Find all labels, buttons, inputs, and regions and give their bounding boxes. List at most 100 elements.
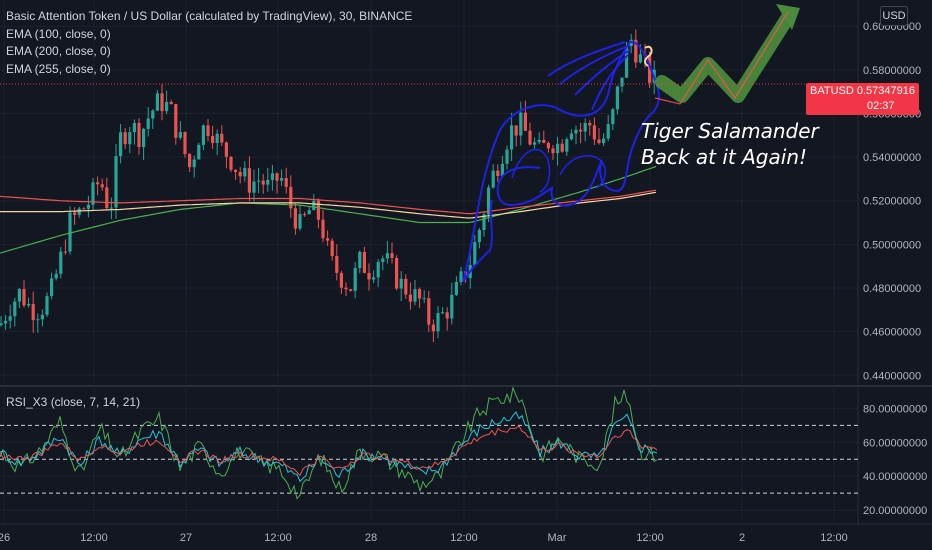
- candle-body-57: [261, 180, 265, 185]
- candle-body-55: [252, 181, 256, 193]
- candle-body-38: [174, 104, 178, 138]
- candle-body-30: [137, 122, 141, 148]
- candle-body-24: [109, 207, 113, 209]
- candle-body-67: [307, 210, 311, 215]
- candle-body-104: [477, 229, 481, 243]
- candle-body-126: [579, 129, 583, 132]
- candle-body-98: [450, 294, 454, 319]
- candle-body-9: [40, 314, 44, 320]
- candle-body-21: [96, 182, 100, 185]
- candle-body-41: [188, 153, 192, 168]
- last-price-tag: BATUSD 0.57347916 02:37: [806, 83, 919, 115]
- candle-body-18: [82, 208, 86, 210]
- candle-body-134: [615, 86, 619, 110]
- candle-body-122: [560, 143, 564, 152]
- indicator-ema-200[interactable]: EMA (200, close, 0): [6, 44, 111, 58]
- candle-body-93: [427, 298, 431, 325]
- candle-body-71: [326, 238, 330, 241]
- rsi-tick-1: 60.00000000: [863, 437, 927, 449]
- annotation-line-2: Back at it Again!: [641, 145, 808, 169]
- candle-body-76: [349, 289, 353, 291]
- candle-body-26: [119, 132, 123, 157]
- indicator-ema-100[interactable]: EMA (100, close, 0): [6, 26, 111, 41]
- user-drawings: [462, 4, 800, 283]
- candle-body-139: [638, 54, 642, 63]
- candle-body-20: [91, 182, 95, 205]
- drawing-salamander-crest: [547, 41, 631, 111]
- rsi-line-1: [0, 386, 658, 500]
- candle-body-59: [270, 173, 274, 180]
- candle-body-121: [556, 143, 560, 154]
- candle-body-94: [431, 324, 435, 332]
- candle-body-110: [505, 149, 509, 164]
- candle-body-70: [321, 219, 325, 239]
- candle-body-117: [537, 139, 541, 143]
- candle-body-7: [31, 303, 35, 321]
- rsi-series: [0, 386, 858, 500]
- candle-body-95: [436, 313, 440, 332]
- candle-body-65: [298, 214, 302, 229]
- chart-title[interactable]: Basic Attention Token / US Dollar (calcu…: [6, 9, 413, 23]
- candle-body-80: [367, 272, 371, 280]
- candle-body-130: [597, 139, 601, 144]
- candle-body-10: [45, 296, 49, 315]
- time-tick-3: 12:00: [264, 532, 292, 544]
- candle-body-2: [8, 316, 12, 321]
- price-tick-5: 0.50000000: [863, 239, 921, 251]
- rsi-legend[interactable]: RSI_X3 (close, 7, 14, 21): [6, 395, 141, 409]
- candle-body-105: [482, 214, 486, 230]
- candle-body-138: [634, 39, 638, 63]
- candle-body-27: [123, 132, 127, 145]
- candle-body-112: [514, 125, 518, 136]
- candle-body-40: [183, 132, 187, 154]
- price-tick-3: 0.54000000: [863, 152, 921, 164]
- price-tick-1: 0.58000000: [863, 65, 921, 77]
- candle-body-17: [77, 208, 81, 215]
- candle-body-47: [215, 133, 219, 143]
- candle-body-60: [275, 173, 279, 181]
- candle-body-46: [211, 135, 215, 143]
- indicator-ema-255[interactable]: EMA (255, close, 0): [6, 61, 111, 76]
- candle-body-91: [418, 289, 422, 299]
- time-tick-1: 12:00: [80, 532, 108, 544]
- candle-body-15: [68, 212, 72, 252]
- candle-body-13: [59, 251, 63, 274]
- price-tick-7: 0.46000000: [863, 327, 921, 339]
- candle-body-19: [86, 204, 90, 209]
- candle-body-103: [473, 242, 477, 266]
- candle-body-77: [353, 268, 357, 291]
- candle-body-6: [27, 303, 31, 306]
- candle-body-14: [63, 251, 67, 253]
- time-tick-8: 2: [739, 532, 745, 544]
- candle-body-45: [206, 125, 210, 136]
- candle-body-120: [551, 148, 555, 154]
- candle-body-89: [408, 294, 412, 302]
- candle-body-124: [569, 133, 573, 140]
- candle-body-48: [220, 133, 224, 143]
- drawing-salamander-inner: [511, 148, 607, 193]
- candle-body-54: [247, 168, 251, 193]
- candlestick-series: [0, 29, 656, 343]
- candle-body-86: [395, 257, 399, 289]
- drawing-salamander-body: [462, 40, 660, 283]
- candle-body-125: [574, 129, 578, 134]
- candle-body-68: [312, 200, 316, 211]
- candle-body-66: [303, 214, 307, 216]
- candle-body-50: [229, 156, 233, 170]
- annotation-text: Tiger Salamander Back at it Again!: [641, 118, 819, 170]
- ema-line-3: [0, 189, 657, 215]
- candle-body-108: [496, 170, 500, 176]
- candle-body-113: [519, 112, 523, 136]
- candle-body-88: [404, 278, 408, 295]
- candle-body-28: [128, 132, 132, 145]
- annotation-line-1: Tiger Salamander: [641, 119, 819, 143]
- ema-lines: [0, 165, 657, 254]
- candle-body-141: [648, 55, 652, 83]
- currency-button[interactable]: USD: [880, 6, 908, 26]
- candle-body-99: [454, 281, 458, 295]
- candle-body-4: [17, 289, 21, 302]
- candle-body-62: [284, 177, 288, 187]
- candle-body-83: [381, 258, 385, 263]
- price-tick-4: 0.52000000: [863, 196, 921, 208]
